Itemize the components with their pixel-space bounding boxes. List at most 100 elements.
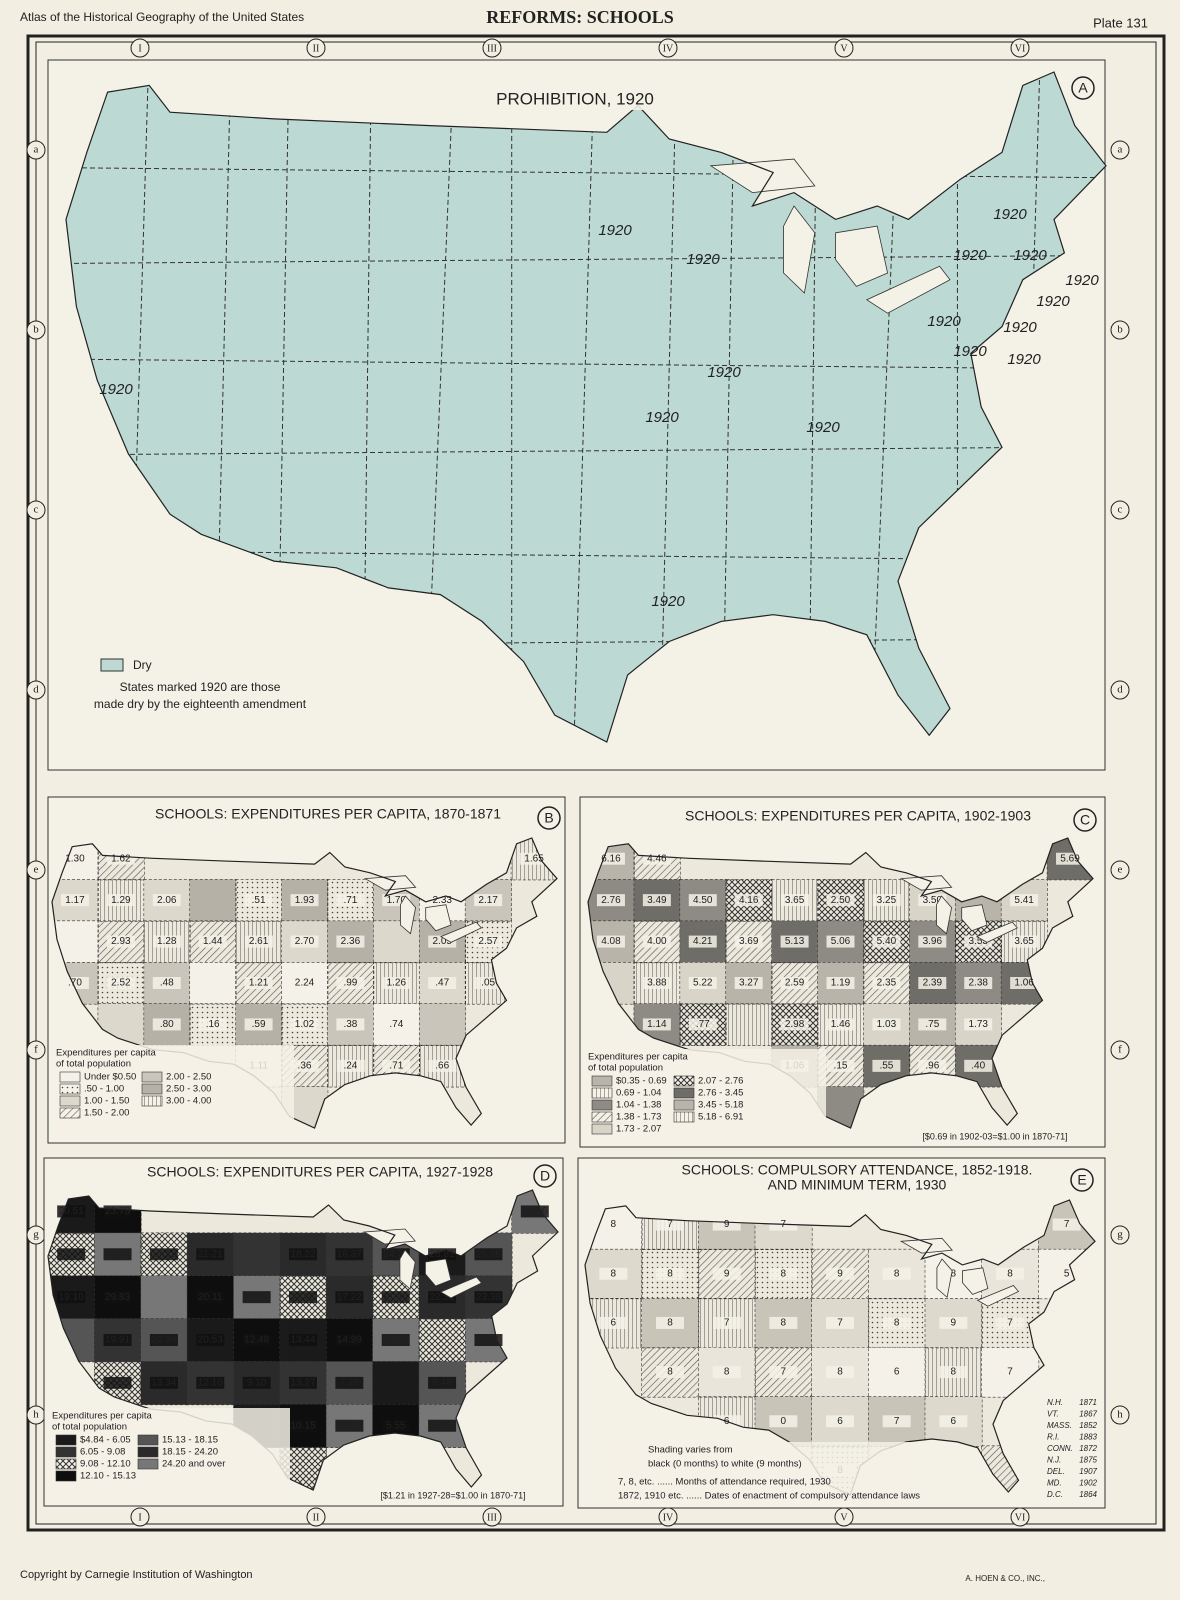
enactment-year: 1907: [1079, 1467, 1097, 1476]
legend-label: 6.05 - 9.08: [80, 1447, 125, 1458]
state-value: 22.39: [151, 1335, 176, 1346]
label-box: [826, 1059, 855, 1072]
legend-heading: of total population: [56, 1059, 131, 1070]
lake: [439, 921, 482, 943]
label-box: [642, 935, 671, 948]
state-value: 8.82: [386, 1335, 406, 1346]
label-box: [964, 977, 993, 989]
label-box: [244, 894, 273, 907]
state-area: [189, 879, 237, 922]
state-value: 9: [724, 1219, 730, 1230]
lake: [865, 265, 951, 314]
label-box: [769, 1415, 798, 1428]
state-value: 1.26: [387, 978, 407, 989]
panel-letter: A: [1078, 80, 1088, 96]
state-value: .74: [389, 1019, 403, 1030]
state-value: 3.25: [877, 895, 897, 906]
dry-year: 1920: [927, 313, 961, 330]
state-value: 5.41: [1014, 895, 1034, 906]
legend-swatch: [591, 1099, 613, 1111]
state-value: 7: [894, 1416, 900, 1427]
legend-label: $4.84 - 6.05: [80, 1435, 131, 1446]
lake: [899, 875, 953, 891]
label-box: [872, 1059, 901, 1072]
legend-label: .50 - 1.00: [84, 1084, 124, 1095]
label-box: [734, 935, 763, 948]
grid-row-label: f: [34, 1044, 38, 1056]
label-box: [939, 1415, 968, 1428]
label-box: [335, 1291, 364, 1304]
state-value: 3.27: [739, 978, 759, 989]
grid-marker: [26, 1040, 46, 1060]
state-abbrev: D.C.: [1047, 1490, 1063, 1499]
state-area: [233, 1232, 281, 1277]
grid-column-label: IV: [663, 43, 674, 54]
legend-line: Shading varies from: [648, 1445, 733, 1456]
grid-column-label: VI: [1015, 43, 1026, 54]
map-panel: 1.30 1.62 1.65 1.17 1.29 2.06 .51 1.93 .71 1.70 2.…: [47, 796, 566, 1144]
legend-swatch: [591, 1087, 613, 1099]
enactment-year: 1875: [1079, 1456, 1097, 1465]
label-box: [964, 1059, 993, 1072]
state-value: 7: [1007, 1318, 1013, 1329]
label-box: [152, 894, 181, 907]
grid-marker: [130, 38, 150, 58]
outer-frame: [26, 34, 1166, 1532]
label-box: [336, 1059, 365, 1072]
state-value: 13.34: [151, 1377, 176, 1388]
legend-back: [610, 1442, 910, 1504]
lake: [400, 895, 417, 935]
state-value: 1.02: [295, 1019, 315, 1030]
state-value: 23.81: [430, 1249, 455, 1260]
state-value: 2.33: [432, 895, 452, 906]
lake: [439, 1276, 483, 1299]
state-value: 3.53: [968, 936, 988, 947]
label-box: [918, 935, 947, 948]
state-value: 7.85: [340, 1420, 360, 1431]
plate-number: Plate 131: [1093, 15, 1148, 30]
legend-swatch: [141, 1095, 163, 1107]
legend-label: 1.00 - 1.50: [84, 1096, 129, 1107]
grid-row-label: f: [1118, 1044, 1122, 1056]
dry-year: 1920: [99, 381, 133, 398]
state-value: 8: [667, 1268, 673, 1279]
label-box: [60, 894, 89, 907]
label-box: [656, 1218, 684, 1231]
label-box: [381, 1334, 410, 1346]
legend-label: 15.13 - 18.15: [162, 1435, 218, 1446]
label-box: [57, 1205, 86, 1218]
dry-year: 1920: [645, 409, 679, 426]
enactment-year: 1902: [1079, 1479, 1097, 1488]
label-box: [60, 852, 89, 865]
label-box: [712, 1316, 741, 1329]
title-back: [648, 807, 1068, 827]
state-value: .59: [252, 1019, 266, 1030]
map-title: SCHOOLS: EXPENDITURES PER CAPITA, 1870-1…: [155, 806, 501, 822]
state-abbrev: MASS.: [1047, 1421, 1072, 1430]
legend-swatch: [59, 1107, 81, 1119]
label-box: [780, 935, 809, 948]
label-box: [103, 1334, 132, 1346]
state-value: 8.73: [479, 1335, 499, 1346]
grid-marker: [130, 1507, 150, 1527]
label-box: [1052, 1218, 1081, 1231]
label-box: [196, 1291, 225, 1304]
grid-row-label: a: [1118, 144, 1123, 156]
label-box: [872, 935, 901, 948]
state-value: 1.46: [831, 1019, 851, 1030]
legend-note: States marked 1920 are those: [120, 680, 281, 694]
state-value: 6: [894, 1367, 900, 1378]
panel-letter-circle: [537, 806, 561, 830]
legend-heading: Expenditures per capita: [588, 1052, 689, 1063]
state-value: 20.53: [198, 1335, 223, 1346]
label-box: [196, 1248, 225, 1261]
enactment-year: 1872: [1079, 1444, 1097, 1453]
grid-marker: [1110, 500, 1130, 520]
dry-year: 1920: [1007, 351, 1041, 368]
state-value: .99: [343, 978, 357, 989]
grid-row-label: h: [1117, 1409, 1123, 1421]
state-value: .15: [834, 1060, 848, 1071]
state-value: 8: [781, 1318, 787, 1329]
state-value: 2.57: [478, 936, 498, 947]
